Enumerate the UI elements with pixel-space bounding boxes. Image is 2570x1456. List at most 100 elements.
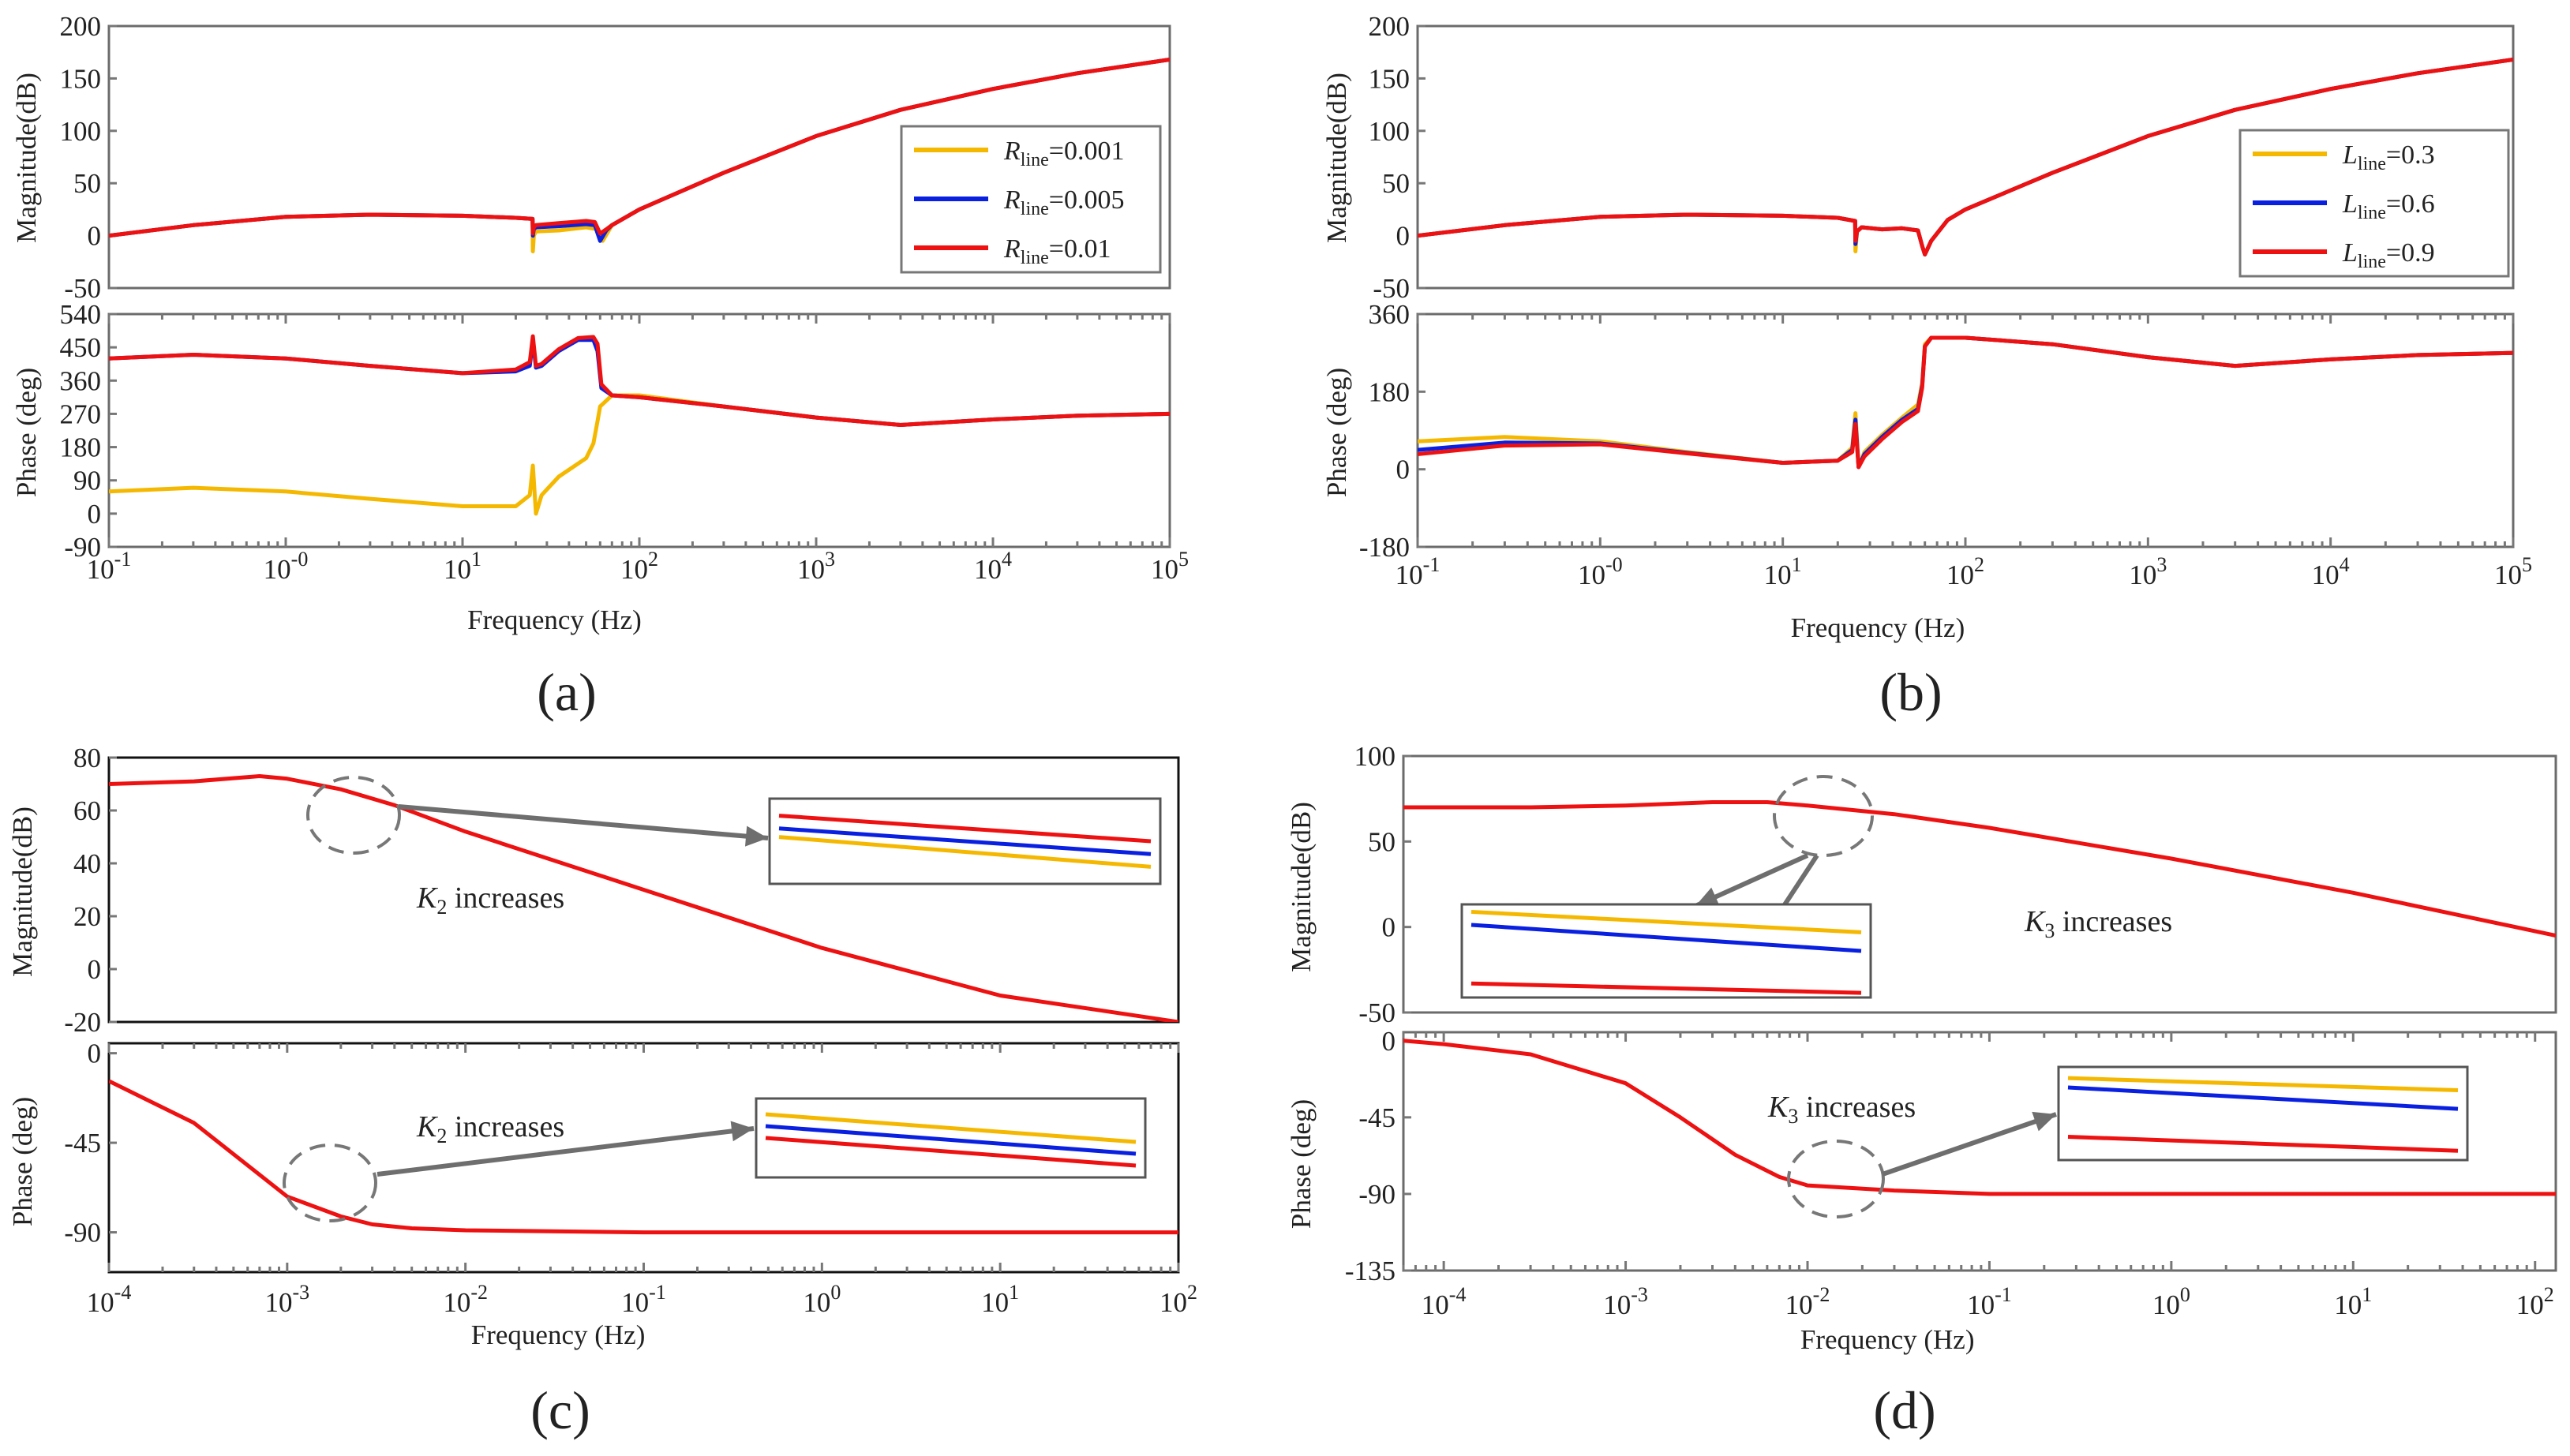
legend-var: L xyxy=(2342,140,2358,170)
x-tick-base: 10 xyxy=(1603,1289,1631,1320)
phase-zoom-inset xyxy=(755,1097,1147,1179)
phase-plot xyxy=(109,334,1170,516)
legend-sub: line xyxy=(2358,154,2386,174)
legend-label: Rline=0.005 xyxy=(1003,185,1124,219)
magnitude-ytick-label: 0 xyxy=(1382,912,1396,943)
magnitude-ytick-label: 60 xyxy=(73,795,101,826)
x-tick-base: 10 xyxy=(2334,1289,2362,1320)
magnitude-arrow-line xyxy=(398,804,769,840)
annotation-var: K xyxy=(416,1110,438,1143)
inset-line xyxy=(1470,981,1862,995)
magnitude-ellipse xyxy=(306,776,401,855)
x-tick-base: 10 xyxy=(87,554,114,585)
x-tick-label: 10-0 xyxy=(1578,553,1623,590)
x-tick-base: 10 xyxy=(444,554,471,585)
x-tick-label: 101 xyxy=(2334,1283,2372,1320)
magnitude-ytick-label: 0 xyxy=(88,954,102,985)
x-tick-exp: 2 xyxy=(1974,553,1984,576)
legend-sub: line xyxy=(1021,248,1049,268)
annotation-sub: 2 xyxy=(436,1125,447,1147)
inset-line xyxy=(778,835,1152,869)
x-tick-label: 104 xyxy=(2312,553,2350,590)
magnitude-ytick-label: 100 xyxy=(60,116,102,147)
phase-ytick-label: 540 xyxy=(60,299,102,330)
legend-label: Lline=0.6 xyxy=(2342,189,2435,223)
x-tick-label: 10-3 xyxy=(264,1281,309,1318)
magnitude-series-line xyxy=(109,774,1178,1022)
x-tick-exp: -4 xyxy=(114,1281,132,1304)
phase-ytick-label: 360 xyxy=(60,365,102,396)
x-axis-label: Frequency (Hz) xyxy=(1800,1324,1975,1355)
legend-label: Lline=0.3 xyxy=(2342,140,2435,174)
x-tick-base: 10 xyxy=(1396,560,1423,590)
phase-arrow-line xyxy=(377,1126,755,1177)
x-tick-exp: 4 xyxy=(2340,553,2350,576)
x-tick-exp: 1 xyxy=(471,548,481,571)
phase-series-line xyxy=(109,1079,1178,1235)
annotation-text: increases xyxy=(2055,905,2172,938)
annotation-sub: 3 xyxy=(1788,1105,1798,1128)
x-tick-exp: -2 xyxy=(470,1281,488,1304)
x-tick-label: 10-0 xyxy=(264,548,309,585)
phase-plot xyxy=(1403,1039,2556,1196)
x-tick-exp: -0 xyxy=(291,548,309,571)
inset-line xyxy=(2067,1076,2459,1092)
x-tick-base: 10 xyxy=(620,554,648,585)
phase-ytick-label: -90 xyxy=(64,532,101,563)
magnitude-frame xyxy=(107,24,1171,290)
phase-ylabel: Phase (deg) xyxy=(1286,1099,1317,1229)
magnitude-series-line xyxy=(1403,800,2556,938)
x-tick-base: 10 xyxy=(803,1287,830,1318)
magnitude-plot xyxy=(1418,58,2513,256)
magnitude-plot xyxy=(109,58,1170,253)
annotation-text: increases xyxy=(447,881,564,915)
magnitude-ytick-label: 100 xyxy=(1354,741,1396,772)
phase-ytick-label: -45 xyxy=(64,1128,101,1158)
magnitude-frame xyxy=(107,756,1180,1024)
magnitude-ytick-label: 20 xyxy=(73,901,101,932)
phase-plot xyxy=(109,1079,1178,1235)
annotation-sub: 3 xyxy=(2044,919,2055,942)
x-tick-base: 10 xyxy=(1151,554,1178,585)
legend-var: R xyxy=(1003,234,1021,264)
phase-ytick-label: 360 xyxy=(1369,299,1411,330)
legend-val: =0.01 xyxy=(1049,234,1111,264)
x-tick-exp: -2 xyxy=(1813,1283,1830,1306)
x-tick-exp: 1 xyxy=(2362,1283,2372,1306)
magnitude-ylabel: Magnitude(dB) xyxy=(11,73,42,243)
phase-arrow-line xyxy=(1882,1112,2057,1177)
x-tick-label: 102 xyxy=(1946,553,1984,590)
magnitude-ylabel: Magnitude(dB) xyxy=(7,807,38,977)
magnitude-ytick-label: 40 xyxy=(73,848,101,879)
x-tick-base: 10 xyxy=(1422,1289,1449,1320)
magnitude-frame xyxy=(1402,754,2557,1014)
legend-val: =0.6 xyxy=(2386,189,2435,219)
x-tick-label: 10-4 xyxy=(1422,1283,1467,1320)
phase-ytick-label: 0 xyxy=(1396,455,1411,485)
x-axis-label: Frequency (Hz) xyxy=(1791,612,1965,643)
x-tick-label: 101 xyxy=(444,548,481,585)
x-tick-label: 100 xyxy=(2152,1283,2190,1320)
x-tick-label: 10-4 xyxy=(87,1281,132,1318)
phase-ytick-label: -90 xyxy=(64,1218,101,1248)
x-tick-base: 10 xyxy=(1967,1289,1995,1320)
magnitude-series-line xyxy=(109,58,1170,238)
phase-ytick-label: 0 xyxy=(1382,1026,1396,1057)
x-tick-base: 10 xyxy=(797,554,825,585)
phase-ellipse xyxy=(1787,1140,1885,1218)
x-tick-label: 10-2 xyxy=(1785,1283,1830,1320)
panel-label: (d) xyxy=(1873,1380,1935,1440)
x-tick-base: 10 xyxy=(1946,560,1974,590)
magnitude-ylabel: Magnitude(dB) xyxy=(1286,802,1317,972)
inset-line xyxy=(778,814,1152,844)
legend-var: R xyxy=(1003,185,1021,215)
x-tick-label: 10-1 xyxy=(1396,553,1440,590)
x-tick-exp: -1 xyxy=(649,1281,666,1304)
phase-series-line xyxy=(1418,335,2513,470)
annotation-text: increases xyxy=(447,1110,564,1143)
inset-line xyxy=(1470,923,1862,953)
